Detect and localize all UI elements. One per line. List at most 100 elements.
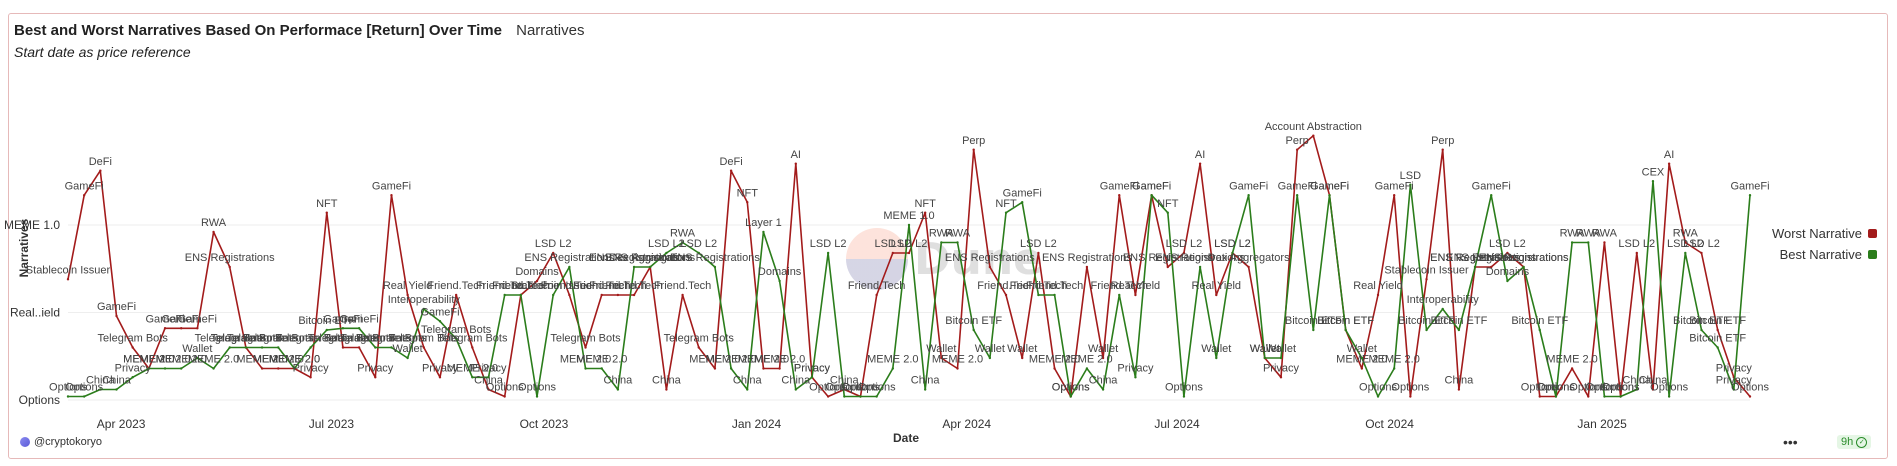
more-options-button[interactable]: ••• <box>1783 434 1798 450</box>
data-point[interactable] <box>357 346 361 349</box>
data-point[interactable] <box>82 194 86 197</box>
data-point[interactable] <box>697 346 700 349</box>
data-point[interactable] <box>487 388 490 391</box>
data-point[interactable] <box>956 367 959 370</box>
data-point[interactable] <box>891 251 895 255</box>
data-point[interactable] <box>1587 395 1590 398</box>
data-point[interactable] <box>794 388 797 391</box>
data-point[interactable] <box>1295 148 1299 151</box>
data-point[interactable] <box>551 293 555 297</box>
data-point[interactable] <box>1198 162 1202 165</box>
author[interactable]: @cryptokoryo <box>20 436 102 448</box>
data-point[interactable] <box>1279 356 1283 360</box>
data-point[interactable] <box>649 265 652 269</box>
data-point[interactable] <box>66 278 70 281</box>
data-point[interactable] <box>1085 367 1089 370</box>
data-point[interactable] <box>1570 367 1574 370</box>
data-point[interactable] <box>535 279 539 283</box>
data-point[interactable] <box>1360 356 1364 360</box>
data-point[interactable] <box>1651 388 1655 391</box>
data-point[interactable] <box>891 367 895 370</box>
data-point[interactable] <box>729 367 733 370</box>
data-point[interactable] <box>1700 328 1703 332</box>
data-point[interactable] <box>438 320 442 323</box>
data-point[interactable] <box>1490 194 1493 197</box>
data-point[interactable] <box>810 376 814 379</box>
data-point[interactable] <box>1473 265 1477 269</box>
data-point[interactable] <box>1344 328 1347 332</box>
data-point[interactable] <box>907 251 911 255</box>
data-point[interactable] <box>972 328 975 332</box>
data-point[interactable] <box>826 395 830 398</box>
data-point[interactable] <box>988 356 992 360</box>
data-point[interactable] <box>131 346 134 349</box>
data-point[interactable] <box>1295 194 1299 197</box>
data-point[interactable] <box>697 251 700 255</box>
data-point[interactable] <box>212 230 215 234</box>
data-point[interactable] <box>600 293 603 297</box>
data-point[interactable] <box>616 293 620 297</box>
data-point[interactable] <box>746 388 749 391</box>
data-point[interactable] <box>1716 346 1719 349</box>
data-point[interactable] <box>1635 388 1638 391</box>
data-point[interactable] <box>1182 251 1186 255</box>
data-point[interactable] <box>1425 278 1428 281</box>
data-point[interactable] <box>260 367 264 370</box>
data-point[interactable] <box>1538 328 1541 332</box>
data-point[interactable] <box>568 293 571 297</box>
legend-item-worst[interactable]: Worst Narrative <box>1772 223 1877 244</box>
data-point[interactable] <box>1263 356 1267 360</box>
data-point[interactable] <box>503 293 506 297</box>
data-point[interactable] <box>762 230 765 234</box>
data-point[interactable] <box>244 346 248 349</box>
data-point[interactable] <box>713 367 717 370</box>
data-point[interactable] <box>632 293 636 297</box>
data-point[interactable] <box>1085 265 1089 269</box>
data-point[interactable] <box>471 346 474 349</box>
data-point[interactable] <box>390 346 393 349</box>
data-point[interactable] <box>1069 395 1072 398</box>
data-point[interactable] <box>1021 356 1024 360</box>
data-point[interactable] <box>341 327 345 330</box>
data-point[interactable] <box>1004 211 1008 214</box>
data-point[interactable] <box>778 279 781 283</box>
data-point[interactable] <box>600 367 603 370</box>
data-point[interactable] <box>390 194 393 197</box>
data-point[interactable] <box>551 251 555 255</box>
data-point[interactable] <box>1166 265 1169 269</box>
data-point[interactable] <box>665 251 668 255</box>
data-point[interactable] <box>1716 328 1719 332</box>
data-point[interactable] <box>1538 395 1541 398</box>
data-point[interactable] <box>99 388 102 391</box>
data-point[interactable] <box>1667 395 1671 398</box>
data-point[interactable] <box>1312 134 1315 137</box>
data-point[interactable] <box>1053 367 1056 370</box>
data-point[interactable] <box>147 367 151 370</box>
data-point[interactable] <box>584 367 587 370</box>
data-point[interactable] <box>826 251 830 255</box>
data-point[interactable] <box>1748 194 1752 197</box>
data-point[interactable] <box>454 293 458 297</box>
data-point[interactable] <box>923 211 927 214</box>
data-point[interactable] <box>1490 265 1493 269</box>
data-point[interactable] <box>1150 194 1153 197</box>
data-point[interactable] <box>1118 194 1121 197</box>
data-point[interactable] <box>180 367 183 370</box>
data-point[interactable] <box>374 376 377 379</box>
data-point[interactable] <box>535 395 539 398</box>
data-point[interactable] <box>778 367 781 370</box>
data-point[interactable] <box>212 367 215 370</box>
data-point[interactable] <box>1392 194 1396 197</box>
data-point[interactable] <box>357 327 361 330</box>
data-point[interactable] <box>1101 356 1105 360</box>
data-point[interactable] <box>1101 388 1105 391</box>
data-point[interactable] <box>1312 328 1315 332</box>
data-point[interactable] <box>1667 162 1671 165</box>
data-point[interactable] <box>1053 293 1056 297</box>
data-point[interactable] <box>99 169 102 172</box>
data-point[interactable] <box>940 356 943 360</box>
data-point[interactable] <box>519 293 523 297</box>
data-point[interactable] <box>1425 328 1428 332</box>
data-point[interactable] <box>1457 388 1461 391</box>
data-point[interactable] <box>1215 293 1218 297</box>
